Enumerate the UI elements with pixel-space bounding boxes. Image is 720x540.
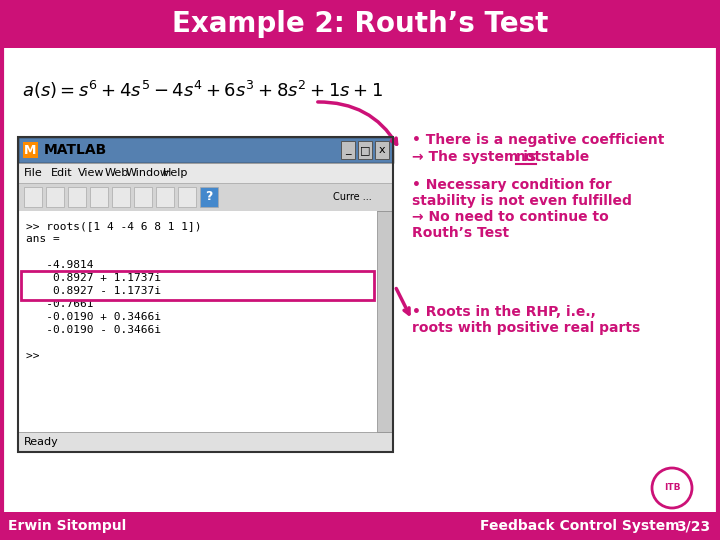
Text: _: _ (345, 145, 351, 155)
Text: Example 2: Routh’s Test: Example 2: Routh’s Test (172, 10, 548, 38)
FancyBboxPatch shape (0, 0, 720, 48)
Text: ans =: ans = (26, 234, 60, 244)
Circle shape (652, 468, 692, 508)
FancyBboxPatch shape (24, 187, 42, 207)
FancyBboxPatch shape (68, 187, 86, 207)
Text: ?: ? (205, 191, 212, 204)
Text: Ready: Ready (24, 437, 59, 447)
FancyBboxPatch shape (377, 211, 393, 432)
Text: • Necessary condition for: • Necessary condition for (412, 178, 612, 192)
Text: Routh’s Test: Routh’s Test (412, 226, 509, 240)
Text: ITB: ITB (664, 483, 680, 492)
FancyBboxPatch shape (18, 137, 393, 163)
Text: 3/23: 3/23 (676, 519, 710, 533)
FancyBboxPatch shape (18, 183, 393, 211)
FancyBboxPatch shape (375, 141, 389, 159)
Text: File: File (24, 168, 42, 178)
FancyBboxPatch shape (112, 187, 130, 207)
FancyBboxPatch shape (0, 512, 720, 540)
FancyBboxPatch shape (358, 141, 372, 159)
Text: Curre ...: Curre ... (333, 192, 372, 202)
FancyBboxPatch shape (46, 187, 64, 207)
Text: MATLAB: MATLAB (44, 143, 107, 157)
Text: Erwin Sitompul: Erwin Sitompul (8, 519, 126, 533)
Text: >>: >> (26, 351, 46, 361)
Text: 0.8927 + 1.1737i: 0.8927 + 1.1737i (26, 273, 161, 283)
Text: x: x (379, 145, 385, 155)
Text: Edit: Edit (51, 168, 73, 178)
Text: Web: Web (104, 168, 129, 178)
Text: -4.9814: -4.9814 (26, 260, 94, 270)
Text: Feedback Control System: Feedback Control System (480, 519, 680, 533)
Text: -0.7661: -0.7661 (26, 299, 94, 309)
FancyBboxPatch shape (156, 187, 174, 207)
Text: → No need to continue to: → No need to continue to (412, 210, 608, 224)
Text: stability is not even fulfilled: stability is not even fulfilled (412, 194, 632, 208)
Text: 0.8927 - 1.1737i: 0.8927 - 1.1737i (26, 286, 161, 296)
FancyBboxPatch shape (18, 163, 393, 183)
Text: 0.8927 + 1.1737i: 0.8927 + 1.1737i (26, 273, 161, 283)
FancyBboxPatch shape (23, 142, 38, 158)
Text: □: □ (360, 145, 370, 155)
FancyBboxPatch shape (134, 187, 152, 207)
FancyBboxPatch shape (341, 141, 355, 159)
Text: • There is a negative coefficient: • There is a negative coefficient (412, 133, 665, 147)
Text: stable: stable (536, 150, 589, 164)
Text: Help: Help (163, 168, 189, 178)
FancyBboxPatch shape (18, 211, 377, 432)
FancyBboxPatch shape (21, 271, 374, 300)
Text: M: M (24, 144, 36, 157)
Text: → The system is: → The system is (412, 150, 541, 164)
Text: not: not (516, 150, 542, 164)
Text: roots with positive real parts: roots with positive real parts (412, 321, 640, 335)
Text: • Roots in the RHP, i.e.,: • Roots in the RHP, i.e., (412, 305, 596, 319)
Text: 0.8927 - 1.1737i: 0.8927 - 1.1737i (26, 286, 161, 296)
FancyBboxPatch shape (18, 432, 393, 452)
Text: Window: Window (126, 168, 170, 178)
Text: View: View (78, 168, 104, 178)
Text: $a(s) = s^6 + 4s^5 - 4s^4 + 6s^3 + 8s^2 + 1s + 1$: $a(s) = s^6 + 4s^5 - 4s^4 + 6s^3 + 8s^2 … (22, 79, 383, 101)
FancyBboxPatch shape (90, 187, 108, 207)
Text: -0.0190 - 0.3466i: -0.0190 - 0.3466i (26, 325, 161, 335)
Text: -0.0190 + 0.3466i: -0.0190 + 0.3466i (26, 312, 161, 322)
FancyBboxPatch shape (200, 187, 218, 207)
FancyBboxPatch shape (178, 187, 196, 207)
Text: >> roots([1 4 -4 6 8 1 1]): >> roots([1 4 -4 6 8 1 1]) (26, 221, 202, 231)
